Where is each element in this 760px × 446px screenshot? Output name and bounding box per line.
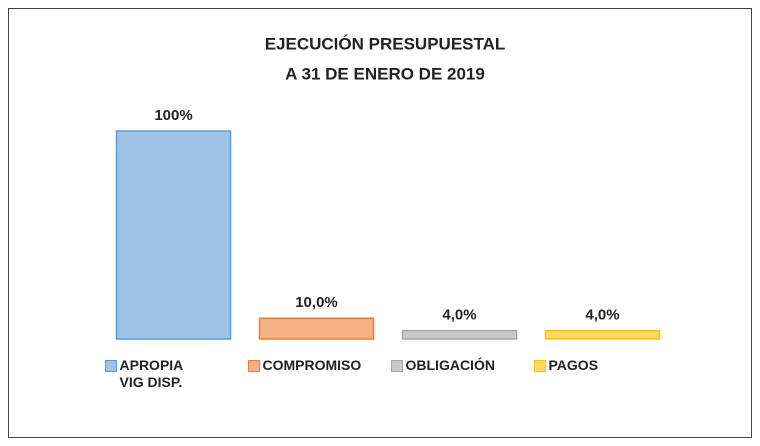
legend-label: COMPROMISO: [262, 357, 362, 373]
value-label: 100%: [154, 107, 192, 124]
legend-label: PAGOS: [548, 357, 599, 373]
legend-swatch: [390, 360, 403, 372]
legend-swatch: [104, 360, 117, 372]
value-label: 4,0%: [442, 307, 476, 324]
value-label: 4,0%: [585, 307, 619, 324]
chart-title: EJECUCIÓN PRESUPUESTAL: [265, 34, 506, 53]
bar: [258, 317, 375, 340]
legend-item: OBLIGACIÓN: [390, 357, 531, 374]
legend-label: OBLIGACIÓN: [405, 357, 495, 373]
legend-item: PAGOS: [533, 357, 674, 374]
bar: [401, 329, 518, 340]
bar: [115, 130, 232, 340]
chart-subtitle: A 31 DE ENERO DE 2019: [285, 64, 485, 83]
legend-item: APROPIA VIG DISP.: [104, 357, 195, 391]
legend-label: APROPIA VIG DISP.: [119, 357, 183, 390]
value-label: 10,0%: [295, 294, 338, 311]
legend-swatch: [533, 360, 546, 372]
bar: [544, 329, 661, 340]
legend-item: COMPROMISO: [247, 357, 388, 374]
legend-swatch: [247, 360, 260, 372]
